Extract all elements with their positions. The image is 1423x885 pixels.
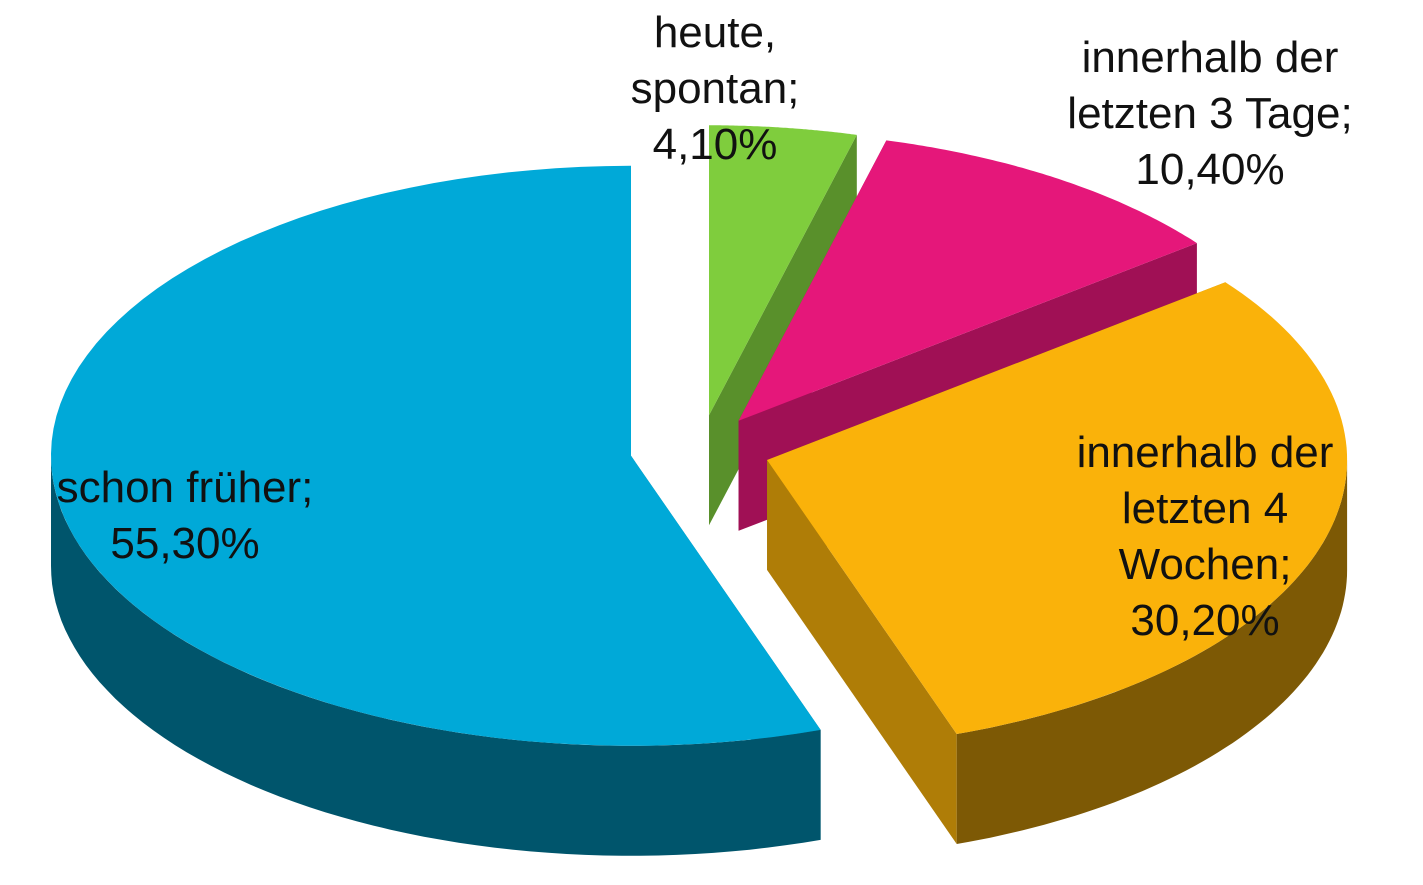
data-label: schon früher; 55,30% [20, 460, 350, 572]
data-label: innerhalb der letzten 4 Wochen; 30,20% [1055, 425, 1355, 649]
slice-side [51, 455, 821, 856]
value-label: 4,10% [652, 120, 778, 169]
data-label: innerhalb der letzten 3 Tage; 10,40% [1040, 30, 1380, 198]
data-label: heute, spontan; 4,10% [615, 5, 815, 173]
category-label: innerhalb der letzten 3 Tage; [1067, 33, 1353, 138]
category-label: heute, spontan; [630, 8, 800, 113]
slice-side [956, 460, 1348, 844]
slice-cut-face [767, 460, 957, 844]
value-label: 55,30% [110, 519, 260, 568]
slice [51, 165, 821, 746]
value-label: 10,40% [1135, 145, 1285, 194]
slice [738, 140, 1197, 421]
category-label: schon früher; [56, 463, 314, 512]
value-label: 30,20% [1130, 596, 1280, 645]
slice [709, 125, 857, 416]
category-label: innerhalb der letzten 4 Wochen; [1076, 428, 1334, 589]
slice [767, 282, 1348, 734]
